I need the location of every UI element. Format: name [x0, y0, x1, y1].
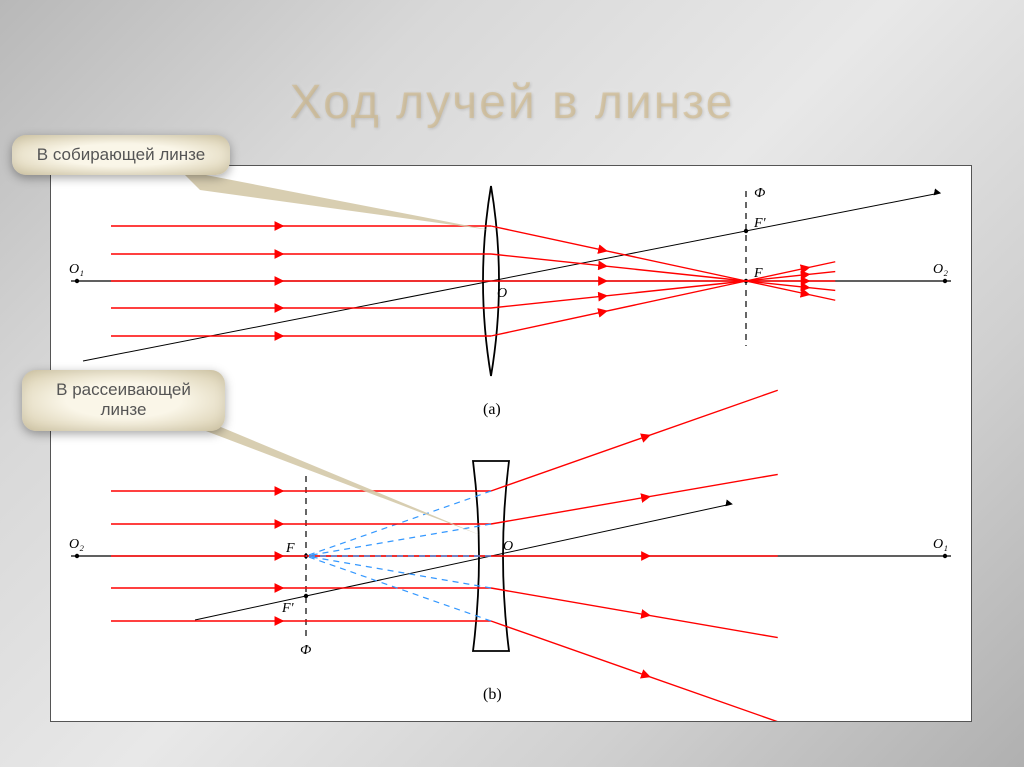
svg-text:Ф: Ф: [754, 186, 765, 201]
svg-text:O: O: [497, 286, 507, 301]
svg-text:F: F: [285, 541, 295, 556]
slide: Ход лучей в линзе В собирающей линзе В р…: [0, 0, 1024, 767]
callout-pointer-2: [180, 410, 490, 540]
svg-text:O₁: O₁: [69, 262, 84, 277]
svg-text:O₂: O₂: [933, 262, 948, 277]
svg-text:Ф: Ф: [300, 643, 311, 658]
slide-title: Ход лучей в линзе: [0, 75, 1024, 130]
svg-text:O₁: O₁: [933, 537, 948, 552]
callout-pointer-1: [180, 170, 500, 240]
svg-text:(b): (b): [483, 686, 502, 703]
svg-text:F': F': [281, 601, 295, 616]
svg-text:O₂: O₂: [69, 537, 84, 552]
callout-diverging: В рассеивающей линзе: [22, 370, 225, 431]
callout-converging: В собирающей линзе: [12, 135, 230, 175]
